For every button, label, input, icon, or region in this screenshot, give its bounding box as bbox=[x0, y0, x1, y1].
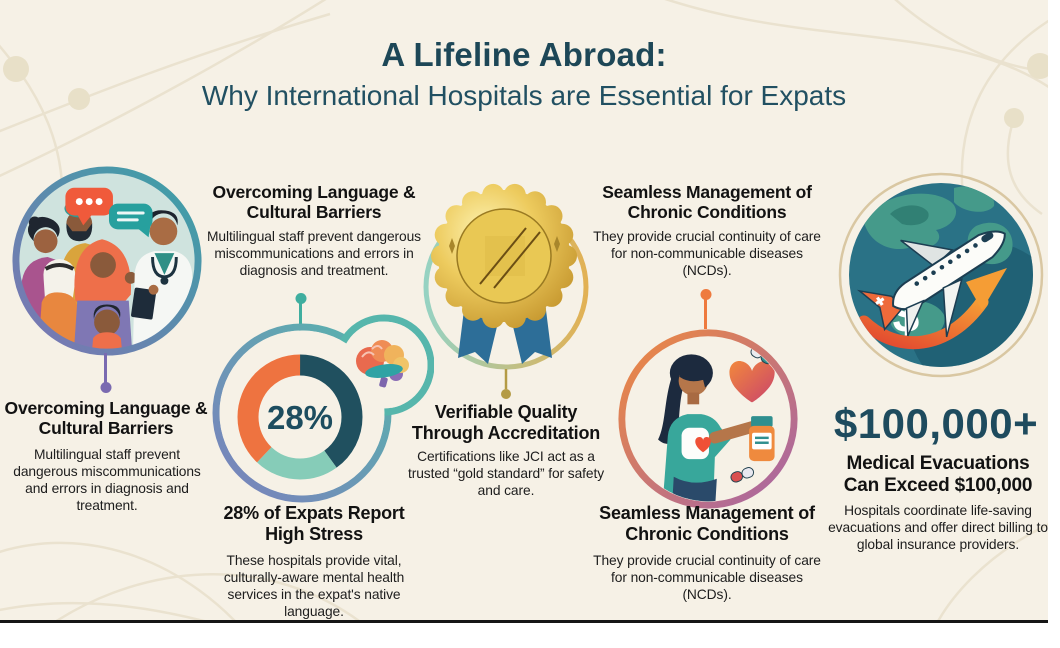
section-heading-high-stress: 28% of Expats Report High Stress bbox=[223, 503, 405, 545]
section-heading-language-barriers-top: Overcoming Language & Cultural Barriers bbox=[212, 182, 416, 223]
page-subtitle: Why International Hospitals are Essentia… bbox=[201, 80, 847, 111]
section-body-language-barriers-top: Multilingual staff prevent dangerous mis… bbox=[207, 229, 421, 279]
patient-heart-medication-illustration bbox=[618, 329, 798, 509]
connector-line bbox=[104, 353, 107, 383]
section-body-evacuation: Hospitals coordinate life-saving evacuat… bbox=[828, 503, 1048, 553]
rising-arrow-icon bbox=[857, 268, 1007, 350]
section-body-high-stress: These hospitals provide vital, culturall… bbox=[223, 553, 405, 620]
section-body-chronic: They provide crucial continuity of care … bbox=[593, 553, 821, 603]
airplane-icon bbox=[856, 230, 1006, 338]
heart-icon bbox=[729, 361, 775, 403]
section-body-chronic-top: They provide crucial continuity of care … bbox=[593, 229, 821, 279]
heart-icon bbox=[695, 436, 711, 453]
section-heading-chronic: Seamless Management of Chronic Condition… bbox=[599, 503, 815, 545]
connector-line bbox=[704, 293, 707, 329]
connector-line bbox=[299, 297, 302, 343]
airplane-globe-illustration: $ bbox=[838, 172, 1044, 378]
pill-bottle-icon bbox=[749, 416, 775, 462]
pill-capsule-icon bbox=[730, 467, 755, 483]
gold-medal-illustration bbox=[423, 183, 589, 399]
section-heading-accreditation: Verifiable Quality Through Accreditation bbox=[411, 402, 601, 444]
donut-chart bbox=[237, 354, 363, 480]
speech-bubbles-icon bbox=[65, 187, 153, 238]
page-title: A Lifeline Abroad: bbox=[381, 36, 667, 73]
stat-28-percent: 28% bbox=[266, 399, 334, 436]
stress-donut-brain-illustration bbox=[212, 314, 434, 503]
stat-evacuation-cost: $100,000+ bbox=[833, 400, 1039, 447]
background-network-decoration bbox=[0, 0, 1048, 620]
brain-icon bbox=[356, 340, 409, 388]
section-heading-evacuation: Medical Evacuations Can Exceed $100,000 bbox=[843, 453, 1033, 497]
section-body-language-barriers: Multilingual staff prevent dangerous mis… bbox=[13, 447, 201, 514]
infographic-canvas: A Lifeline Abroad: Why International Hos… bbox=[0, 0, 1048, 623]
section-body-accreditation: Certifications like JCI act as a trusted… bbox=[408, 449, 604, 499]
section-heading-chronic-top: Seamless Management of Chronic Condition… bbox=[602, 182, 812, 223]
patients-doctor-illustration bbox=[12, 166, 202, 356]
section-heading-language-barriers: Overcoming Language & Cultural Barriers bbox=[4, 398, 208, 439]
